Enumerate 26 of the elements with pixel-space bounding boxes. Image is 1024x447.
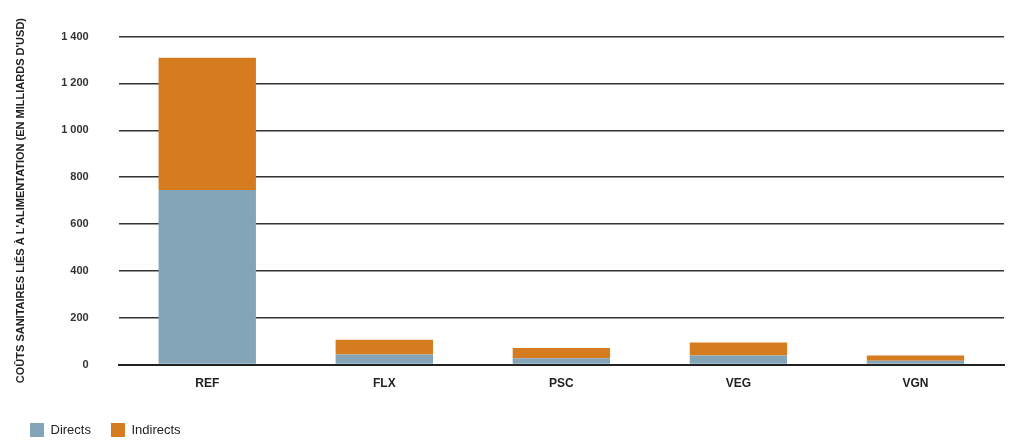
y-tick-label: 200 [70,310,89,323]
bar [158,57,256,191]
bar [335,339,433,355]
y-tick-label: 1 400 [61,29,89,42]
bar [866,355,965,361]
legend-label: Indirects [131,421,182,437]
legend-label: Directs [50,421,92,437]
y-tick-label: 1 200 [61,76,89,89]
x-tick-label: PSC [549,376,575,391]
bar [335,354,433,364]
y-tick-label: 1 000 [61,123,89,136]
x-tick-label: VEG [725,376,752,391]
x-tick-label: FLX [372,376,396,391]
bar [158,190,256,364]
x-tick-label: VGN [902,376,929,391]
bar [689,355,788,364]
y-tick-label: 600 [70,217,89,230]
y-tick-label: 0 [82,357,89,370]
bar [512,347,611,359]
bar [866,360,965,364]
y-tick-label: 400 [70,263,89,276]
bar [689,342,788,356]
y-axis-title: COÛTS SANITAIRES LIÉS À L'ALIMENTATION (EN MILLIARDS D'USD) [13,17,26,384]
bar [512,358,611,364]
x-tick-label: REF [195,376,220,391]
y-tick-label: 800 [70,170,89,183]
